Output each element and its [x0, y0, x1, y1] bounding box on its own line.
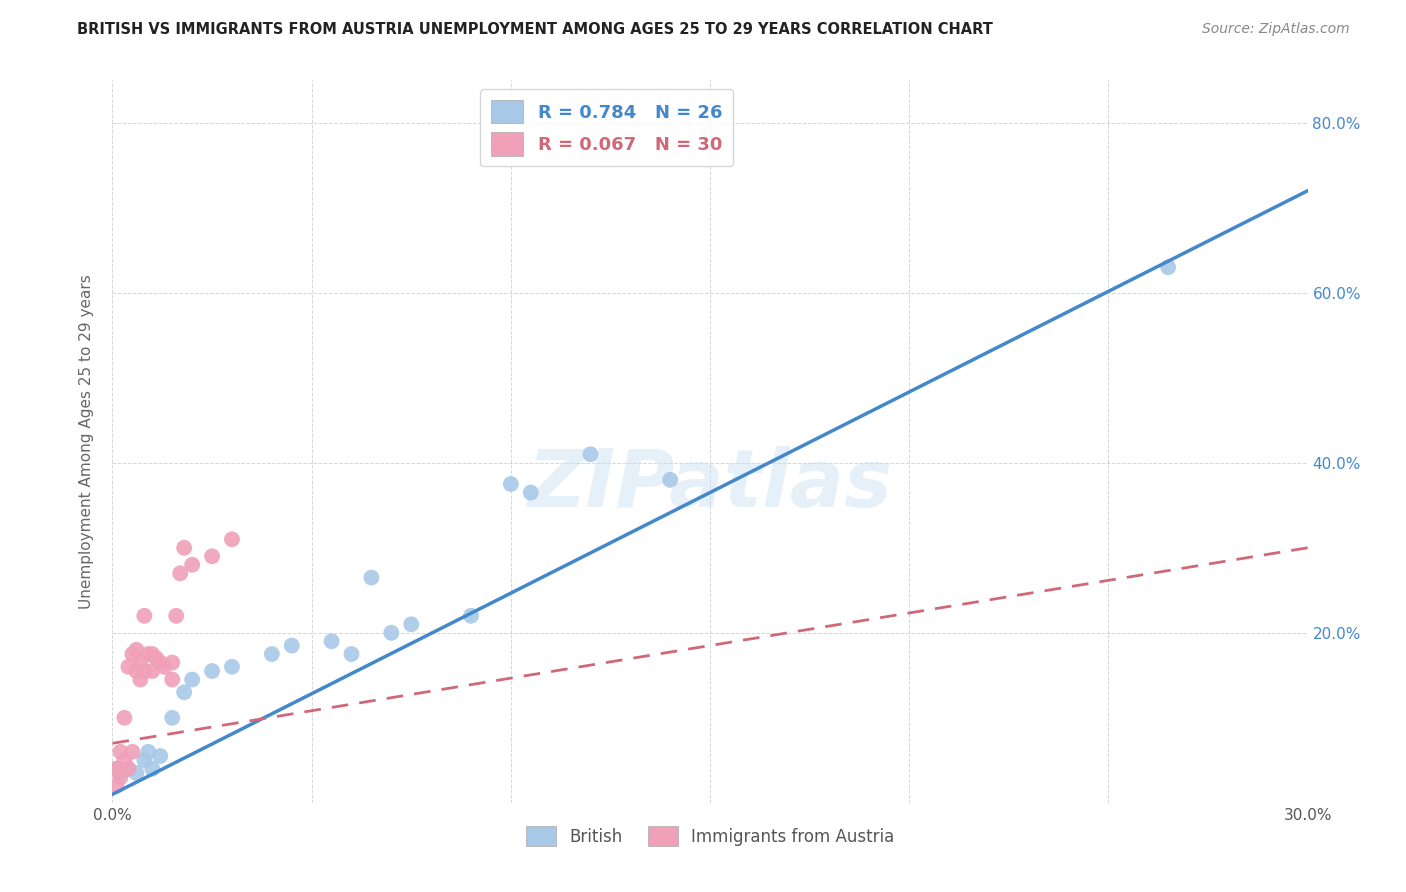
Point — [520, 485, 543, 500]
Text: Source: ZipAtlas.com: Source: ZipAtlas.com — [1202, 22, 1350, 37]
Point — [110, 766, 132, 780]
Point — [499, 477, 522, 491]
Point — [173, 541, 195, 555]
Point — [125, 766, 148, 780]
Text: BRITISH VS IMMIGRANTS FROM AUSTRIA UNEMPLOYMENT AMONG AGES 25 TO 29 YEARS CORREL: BRITISH VS IMMIGRANTS FROM AUSTRIA UNEMP… — [77, 22, 993, 37]
Point — [141, 762, 163, 776]
Point — [129, 656, 152, 670]
Point — [105, 762, 128, 776]
Point — [134, 753, 156, 767]
Point — [117, 762, 139, 776]
Point — [380, 625, 402, 640]
Point — [181, 558, 204, 572]
Point — [121, 647, 143, 661]
Point — [173, 685, 195, 699]
Point — [169, 566, 191, 581]
Point — [114, 753, 135, 767]
Point — [162, 711, 183, 725]
Point — [201, 549, 224, 564]
Point — [110, 770, 132, 784]
Point — [162, 673, 183, 687]
Point — [149, 656, 172, 670]
Point — [138, 745, 160, 759]
Point — [579, 447, 602, 461]
Text: ZIPatlas: ZIPatlas — [527, 446, 893, 524]
Point — [201, 664, 224, 678]
Point — [134, 608, 156, 623]
Point — [141, 647, 163, 661]
Point — [129, 673, 152, 687]
Point — [162, 656, 183, 670]
Point — [117, 762, 139, 776]
Point — [165, 608, 187, 623]
Point — [138, 647, 160, 661]
Point — [149, 749, 172, 764]
Point — [125, 664, 148, 678]
Point — [134, 664, 156, 678]
Point — [281, 639, 304, 653]
Point — [110, 745, 132, 759]
Point — [460, 608, 482, 623]
Point — [117, 660, 139, 674]
Point — [360, 570, 382, 584]
Point — [141, 664, 163, 678]
Y-axis label: Unemployment Among Ages 25 to 29 years: Unemployment Among Ages 25 to 29 years — [79, 274, 94, 609]
Point — [114, 711, 135, 725]
Point — [105, 762, 128, 776]
Legend: British, Immigrants from Austria: British, Immigrants from Austria — [519, 820, 901, 852]
Point — [659, 473, 682, 487]
Point — [121, 745, 143, 759]
Point — [401, 617, 423, 632]
Point — [340, 647, 363, 661]
Point — [321, 634, 343, 648]
Point — [221, 660, 243, 674]
Point — [1157, 260, 1180, 275]
Point — [153, 660, 176, 674]
Point — [145, 651, 167, 665]
Point — [181, 673, 204, 687]
Point — [221, 533, 243, 547]
Point — [105, 779, 128, 793]
Point — [125, 642, 148, 657]
Point — [260, 647, 283, 661]
